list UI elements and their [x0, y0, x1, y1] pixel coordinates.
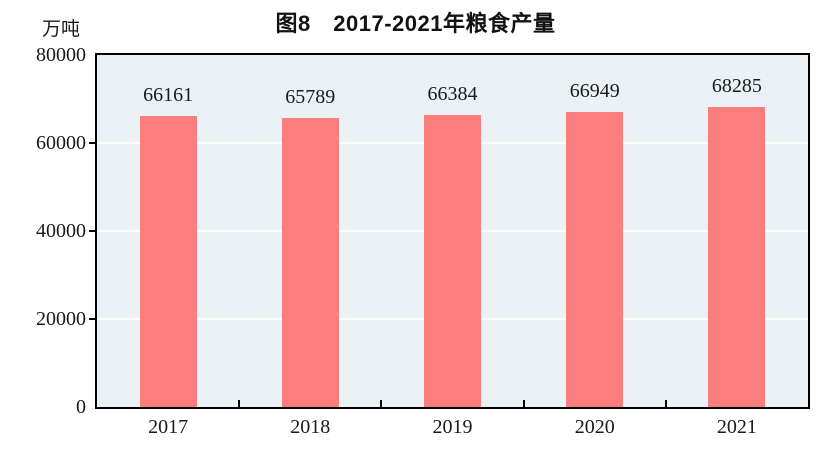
x-axis-tick: [238, 400, 241, 407]
x-axis-tick: [664, 400, 667, 407]
x-axis-tick: [380, 400, 383, 407]
y-tick-label-60000: 60000: [36, 132, 86, 154]
x-tick-label-2018: 2018: [290, 416, 331, 438]
bar-value-label-2017: 66161: [143, 83, 194, 106]
y-axis-tick: [89, 142, 97, 144]
bar-2020: [566, 112, 624, 407]
x-tick-label-2019: 2019: [432, 416, 473, 438]
y-tick-label-80000: 80000: [36, 44, 86, 66]
y-axis-unit-label: 万吨: [41, 19, 80, 40]
bar-2018: [281, 117, 339, 407]
bar-value-label-2019: 66384: [427, 82, 478, 105]
plot-area: 66161 65789 66384 66949 68285: [95, 53, 810, 409]
bar-2017: [139, 115, 197, 407]
y-axis-tick: [89, 230, 97, 232]
y-tick-label-20000: 20000: [36, 308, 86, 330]
chart-title: 图8 2017-2021年粮食产量: [275, 11, 556, 36]
x-tick-label-2020: 2020: [574, 416, 615, 438]
bar-2021: [708, 106, 766, 407]
bar-value-label-2021: 68285: [711, 74, 762, 97]
x-tick-label-2017: 2017: [148, 416, 189, 438]
y-axis-tick: [89, 318, 97, 320]
bar-value-label-2018: 65789: [285, 85, 336, 108]
x-axis-tick: [522, 400, 525, 407]
y-tick-label-40000: 40000: [36, 220, 86, 242]
y-tick-label-0: 0: [76, 396, 86, 418]
bar-value-label-2020: 66949: [569, 80, 620, 103]
bar-2019: [424, 114, 481, 407]
x-tick-label-2021: 2021: [716, 416, 757, 438]
